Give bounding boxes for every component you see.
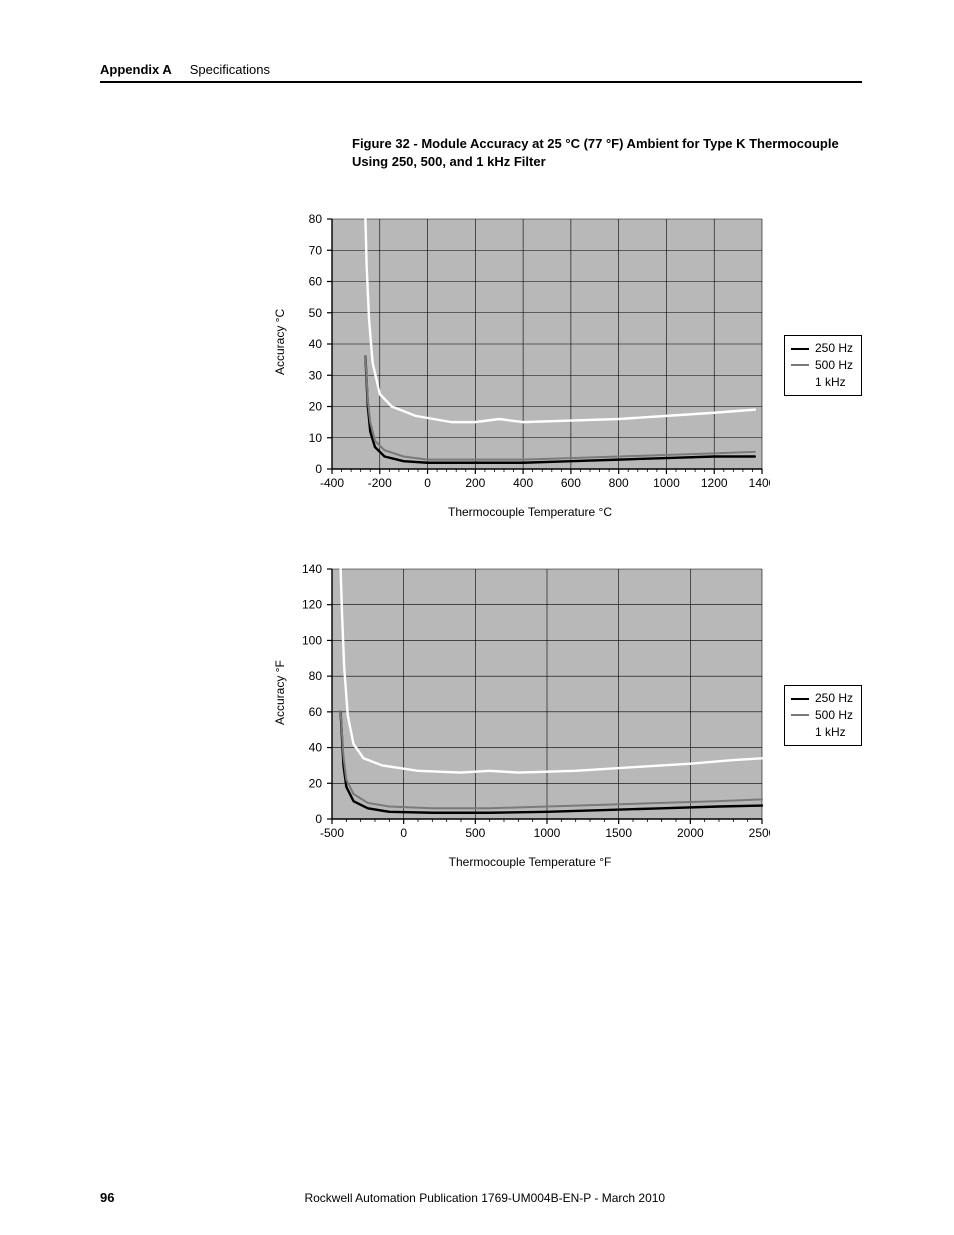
figure-title: Figure 32 - Module Accuracy at 25 °C (77… xyxy=(352,135,862,171)
svg-text:0: 0 xyxy=(315,462,322,476)
svg-text:1200: 1200 xyxy=(701,476,728,490)
header-appendix: Appendix A xyxy=(100,62,172,77)
legend-item: 1 kHz xyxy=(791,374,853,391)
legend-fahrenheit: 250 Hz500 Hz1 kHz xyxy=(784,685,862,745)
legend-swatch xyxy=(791,364,809,366)
svg-text:140: 140 xyxy=(302,562,322,576)
svg-text:1500: 1500 xyxy=(605,826,632,840)
legend-swatch xyxy=(791,348,809,350)
svg-text:40: 40 xyxy=(309,741,323,755)
legend-label: 500 Hz xyxy=(815,357,853,374)
legend-swatch xyxy=(791,714,809,716)
legend-item: 500 Hz xyxy=(791,707,853,724)
svg-text:40: 40 xyxy=(309,337,323,351)
legend-item: 500 Hz xyxy=(791,357,853,374)
svg-text:1000: 1000 xyxy=(534,826,561,840)
svg-text:80: 80 xyxy=(309,212,323,226)
page-number: 96 xyxy=(100,1190,114,1205)
svg-text:120: 120 xyxy=(302,598,322,612)
legend-swatch xyxy=(791,731,809,733)
svg-text:800: 800 xyxy=(609,476,629,490)
svg-text:-500: -500 xyxy=(320,826,344,840)
legend-swatch xyxy=(791,698,809,700)
legend-item: 1 kHz xyxy=(791,724,853,741)
svg-text:20: 20 xyxy=(309,400,323,414)
svg-text:60: 60 xyxy=(309,275,323,289)
legend-label: 250 Hz xyxy=(815,690,853,707)
footer: 96 Rockwell Automation Publication 1769-… xyxy=(100,1190,862,1205)
svg-text:-400: -400 xyxy=(320,476,344,490)
chart-fahrenheit: 020406080100120140-500050010001500200025… xyxy=(290,561,770,849)
chart-fahrenheit-block: Accuracy °F 020406080100120140-500050010… xyxy=(270,561,862,869)
svg-text:400: 400 xyxy=(513,476,533,490)
svg-text:1000: 1000 xyxy=(653,476,680,490)
svg-text:30: 30 xyxy=(309,369,323,383)
svg-text:200: 200 xyxy=(465,476,485,490)
svg-text:1400: 1400 xyxy=(749,476,770,490)
svg-text:100: 100 xyxy=(302,634,322,648)
svg-text:2000: 2000 xyxy=(677,826,704,840)
legend-label: 1 kHz xyxy=(815,374,846,391)
svg-text:2500: 2500 xyxy=(749,826,770,840)
svg-text:0: 0 xyxy=(424,476,431,490)
svg-text:70: 70 xyxy=(309,244,323,258)
svg-text:-200: -200 xyxy=(368,476,392,490)
svg-text:600: 600 xyxy=(561,476,581,490)
header-section: Specifications xyxy=(190,62,270,77)
legend-label: 500 Hz xyxy=(815,707,853,724)
chart-c-xlabel: Thermocouple Temperature °C xyxy=(448,505,612,519)
legend-swatch xyxy=(791,381,809,383)
svg-text:60: 60 xyxy=(309,705,323,719)
legend-item: 250 Hz xyxy=(791,690,853,707)
chart-c-ylabel: Accuracy °C xyxy=(273,355,287,375)
chart-f-ylabel: Accuracy °F xyxy=(273,705,287,725)
legend-celsius: 250 Hz500 Hz1 kHz xyxy=(784,335,862,395)
svg-text:500: 500 xyxy=(465,826,485,840)
svg-text:10: 10 xyxy=(309,431,323,445)
legend-label: 1 kHz xyxy=(815,724,846,741)
chart-celsius-block: Accuracy °C 0 10 20 30 40 50 60 70 80 -400 -200 0 20… xyxy=(270,211,862,519)
chart-celsius: 0 10 20 30 40 50 60 70 80 -400 -200 0 200 400 600 800 10… xyxy=(290,211,770,499)
svg-text:50: 50 xyxy=(309,306,323,320)
legend-item: 250 Hz xyxy=(791,340,853,357)
publication-info: Rockwell Automation Publication 1769-UM0… xyxy=(304,1191,665,1205)
svg-text:0: 0 xyxy=(400,826,407,840)
svg-text:0: 0 xyxy=(315,812,322,826)
header-rule xyxy=(100,81,862,83)
svg-text:80: 80 xyxy=(309,670,323,684)
chart-f-xlabel: Thermocouple Temperature °F xyxy=(449,855,612,869)
legend-label: 250 Hz xyxy=(815,340,853,357)
svg-text:20: 20 xyxy=(309,777,323,791)
